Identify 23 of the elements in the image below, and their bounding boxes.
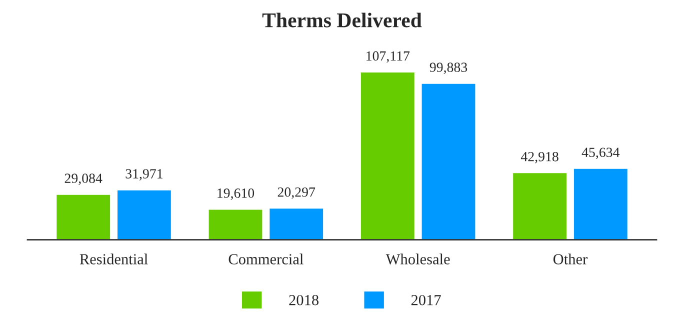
data-label: 31,971	[126, 169, 162, 180]
data-label: 99,883	[430, 62, 468, 74]
bar	[55, 193, 112, 240]
bar	[420, 82, 477, 240]
x-tick-label: Wholesale	[386, 254, 450, 264]
bar	[512, 172, 568, 240]
x-tick-label: Other	[553, 254, 588, 264]
bar	[268, 207, 324, 240]
data-label: 42,918	[520, 152, 558, 164]
bar	[572, 168, 629, 240]
bar	[207, 208, 264, 240]
data-label: 20,297	[278, 187, 316, 199]
legend-label: 2018	[289, 294, 318, 306]
data-label: 19,610	[218, 188, 254, 200]
data-label: 45,634	[582, 148, 620, 160]
chart-title: Therms Delivered	[262, 12, 422, 28]
bar	[360, 71, 416, 240]
x-tick-label: Commercial	[228, 254, 304, 264]
legend-label: 2017	[411, 294, 441, 306]
data-label: 107,117	[366, 51, 410, 63]
x-tick-label: Residential	[80, 254, 148, 264]
data-label: 29,084	[64, 174, 102, 186]
bar	[116, 188, 172, 240]
